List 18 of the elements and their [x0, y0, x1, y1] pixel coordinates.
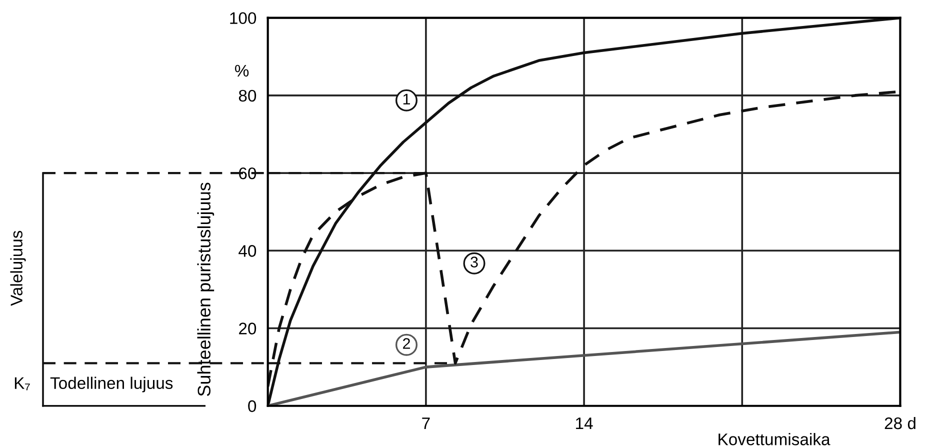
series-label: 3 — [470, 256, 478, 268]
text: % — [234, 64, 249, 77]
series-label: 1 — [403, 94, 410, 104]
text: K₇ — [14, 377, 30, 390]
x-axis-title: Kovettumisaika — [718, 433, 830, 446]
x-tick-label: 28 d — [884, 416, 916, 430]
series-label: 2 — [403, 338, 410, 349]
x-tick-label: 14 — [576, 418, 593, 430]
text: Valelujuus — [10, 230, 26, 306]
y-tick-label: 100 — [230, 12, 256, 24]
line-series — [268, 18, 900, 406]
y-tick-label: 20 — [239, 322, 256, 334]
y-tick-label: 80 — [238, 90, 256, 102]
y-axis-title: Suhteellinen puristuslujuus — [197, 182, 214, 396]
y-tick-label: 0 — [248, 400, 256, 412]
x-tick-label: 7 — [422, 418, 430, 430]
y-tick-label: 40 — [238, 245, 256, 257]
text: Todellinen lujuus — [50, 376, 173, 392]
